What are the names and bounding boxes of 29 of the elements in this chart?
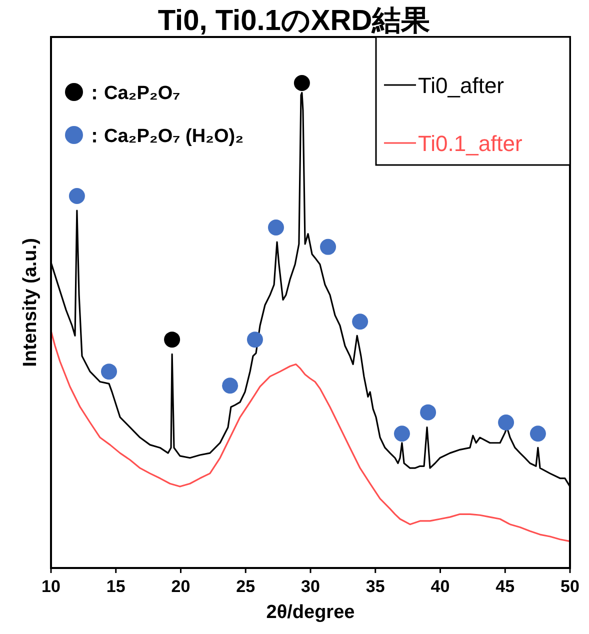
- point: [68, 188, 85, 204]
- x-tick-label: 35: [366, 577, 385, 596]
- point: [246, 332, 263, 348]
- legend-label: Ti0_after: [418, 73, 504, 98]
- point: [420, 404, 436, 420]
- x-tick-label: 50: [560, 577, 580, 596]
- x-tick-label: 20: [171, 577, 190, 596]
- x-tick-label: 10: [42, 577, 60, 596]
- point: [352, 314, 368, 330]
- x-tick-label: 45: [496, 577, 515, 596]
- legend-label: Ti0.1_after: [418, 131, 522, 156]
- legend-label: ：Ca₂P₂O₇ (H₂O)₂: [85, 126, 244, 147]
- point: [268, 220, 284, 236]
- chart-title: Ti0, Ti0.1のXRD結果: [158, 5, 430, 37]
- y-axis-title: Intensity (a.u.): [20, 238, 41, 367]
- point: [394, 426, 410, 442]
- x-axis-title: 2θ/degree: [266, 602, 355, 623]
- point: [101, 364, 117, 380]
- x-tick-label: 30: [301, 577, 320, 596]
- point: [222, 378, 238, 394]
- point: [530, 426, 546, 442]
- point: [498, 414, 514, 430]
- legend-label: ：Ca₂P₂O₇: [85, 83, 180, 104]
- point: [294, 75, 310, 91]
- x-tick-label: 15: [106, 577, 126, 596]
- x-tick-label: 25: [236, 577, 256, 596]
- point: [164, 332, 180, 348]
- point: [320, 238, 336, 255]
- x-tick-label: 40: [430, 577, 450, 596]
